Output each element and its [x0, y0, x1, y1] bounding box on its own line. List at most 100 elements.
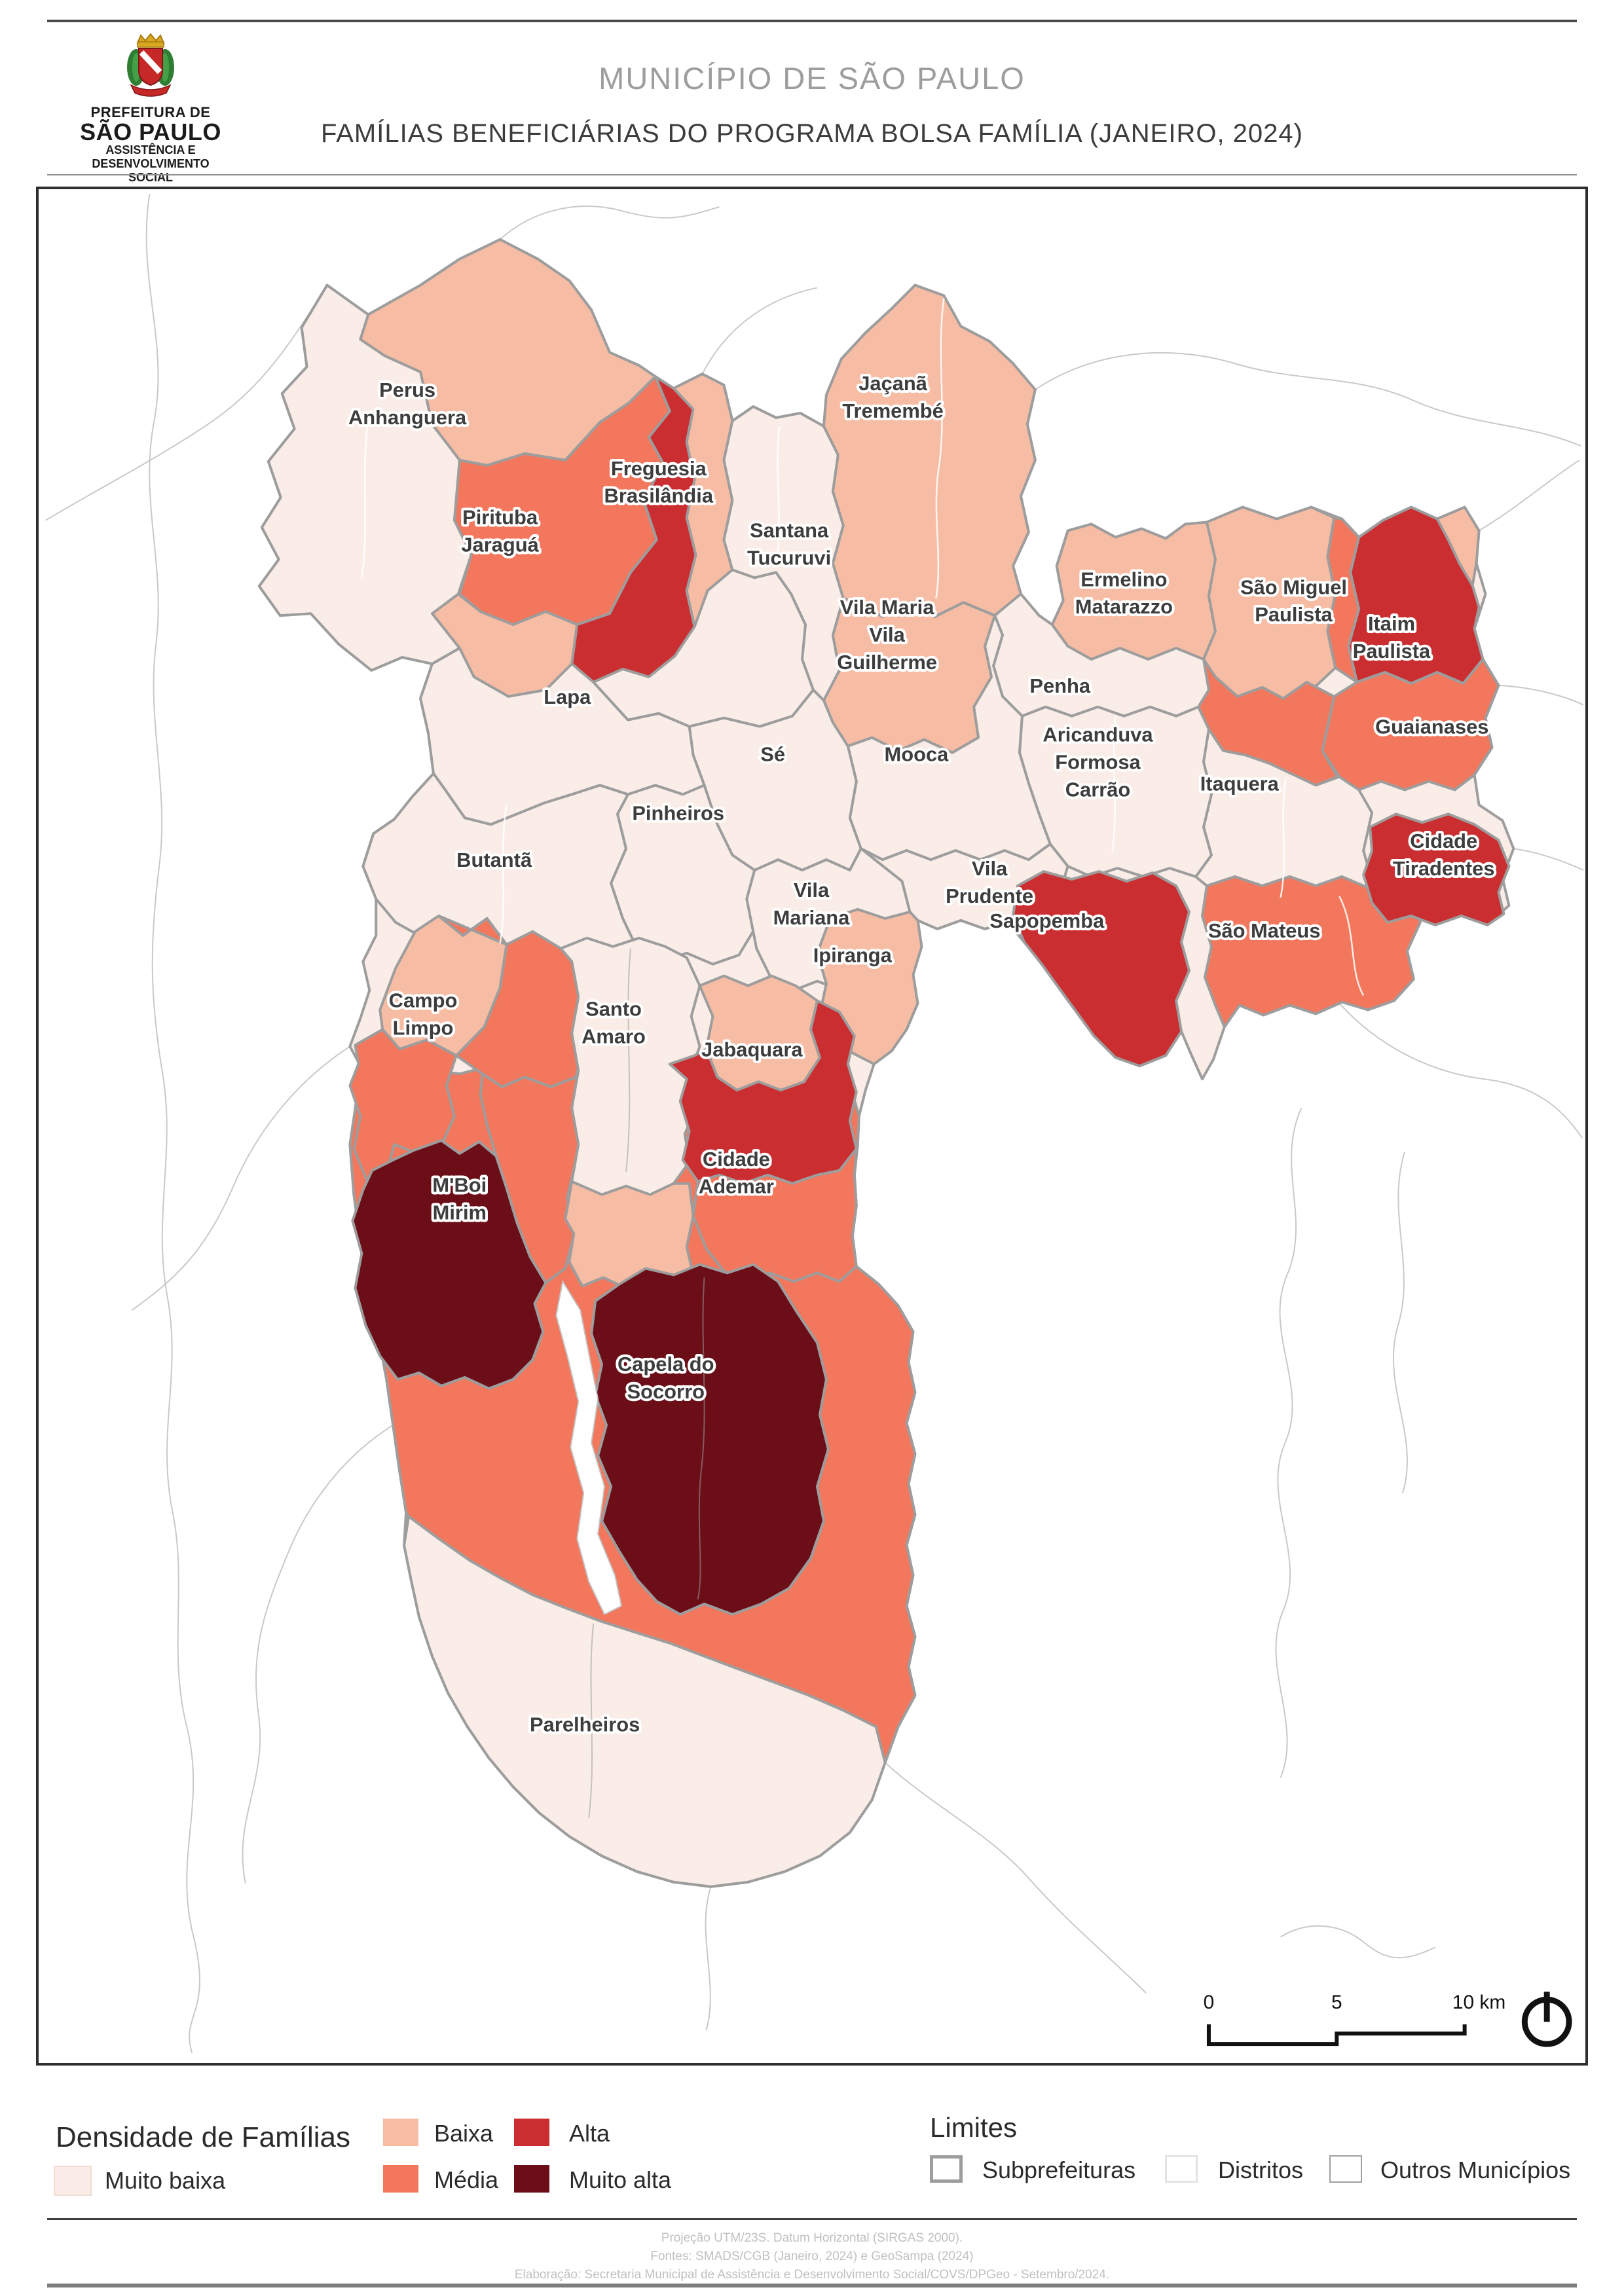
label-freguesia-2: Brasilândia: [604, 484, 714, 507]
scale-bar: 0 5 10 km: [1204, 1992, 1505, 2047]
label-capela: Capela do: [618, 1353, 714, 1376]
label-penha: Penha: [1029, 674, 1090, 697]
swatch-muito-alta-label: Muito alta: [569, 2166, 672, 2193]
map-canvas: Perus Anhanguera Pirituba Jaraguá Fregue…: [36, 187, 1588, 2066]
logo-line-5: SOCIAL: [128, 171, 173, 184]
swatch-muito-baixa: [54, 2166, 92, 2196]
region-sapopemba: [1011, 870, 1191, 1068]
label-mboi: M'Boi: [432, 1174, 487, 1197]
region-sao-mateus: [1200, 875, 1422, 1029]
limits-outros-label: Outros Municípios: [1380, 2157, 1571, 2183]
region-cidade-tiradentes: [1362, 812, 1511, 926]
label-aricanduva-2: Formosa: [1055, 751, 1141, 774]
label-capela-2: Socorro: [627, 1380, 705, 1403]
label-mboi-2: Mirim: [433, 1201, 487, 1224]
label-santana-2: Tucuruvi: [747, 546, 831, 569]
label-ademar-2: Ademar: [699, 1175, 774, 1198]
label-sao-miguel: São Miguel: [1240, 575, 1347, 598]
label-santo-amaro-2: Amaro: [581, 1025, 646, 1048]
swatch-muito-alta: [514, 2165, 549, 2193]
label-campo-limpo-2: Limpo: [393, 1016, 454, 1039]
other-municipalities-boundaries: [45, 193, 1584, 2054]
scale-five: 5: [1331, 1992, 1342, 2013]
region-labels: Perus Anhanguera Pirituba Jaraguá Fregue…: [346, 369, 1498, 1738]
region-vila-maria-guilherme: [822, 597, 997, 754]
label-sapopemba: Sapopemba: [989, 909, 1105, 932]
swatch-muito-baixa-label: Muito baixa: [105, 2167, 226, 2194]
label-aricanduva-3: Carrão: [1065, 778, 1131, 801]
label-mooca: Mooca: [885, 743, 950, 766]
region-parelheiros: [403, 1515, 887, 1888]
region-socorro: [564, 1180, 695, 1290]
label-aricanduva: Aricanduva: [1043, 723, 1153, 746]
label-vila-mariana-2: Mariana: [773, 906, 851, 929]
coat-of-arms-icon: [127, 33, 174, 97]
bottom-rule: [47, 2284, 1577, 2287]
label-vila-maria-3: Guilherme: [837, 651, 937, 674]
logo-line-4: DESENVOLVIMENTO: [92, 157, 210, 170]
label-jabaquara: Jabaquara: [701, 1038, 803, 1061]
label-sao-mateus: São Mateus: [1208, 919, 1321, 942]
choropleth-map: Perus Anhanguera Pirituba Jaraguá Fregue…: [45, 193, 1584, 2054]
limits-legend-title: Limites: [930, 2112, 1018, 2143]
label-perus: Perus: [379, 378, 435, 401]
swatch-alta-label: Alta: [569, 2120, 610, 2147]
label-ermelino-2: Matarazzo: [1075, 595, 1173, 618]
label-tiradentes: Cidade: [1410, 829, 1477, 852]
region-jacana-tremembe: [822, 283, 1037, 619]
label-ermelino: Ermelino: [1080, 568, 1167, 591]
label-vila-prudente-2: Prudente: [946, 884, 1033, 907]
region-jabaquara: [698, 974, 821, 1092]
swatch-alta: [514, 2119, 549, 2146]
label-jacana-2: Tremembé: [842, 399, 943, 422]
swatch-media-label: Média: [434, 2166, 499, 2193]
footer-line-1: Projeção UTM/23S. Datum Horizontal (SIRG…: [661, 2231, 963, 2245]
prefeitura-logo: PREFEITURA DE SÃO PAULO ASSISTÊNCIA E DE…: [79, 31, 223, 185]
label-itaim-2: Paulista: [1353, 640, 1431, 663]
header-rule: [47, 174, 1577, 175]
label-ipiranga: Ipiranga: [813, 944, 893, 967]
label-parelheiros: Parelheiros: [530, 1713, 640, 1736]
label-guaianases: Guaianases: [1375, 716, 1488, 738]
region-mboi-mirim: [351, 1139, 547, 1390]
label-lapa: Lapa: [544, 685, 591, 708]
top-rule: [47, 20, 1577, 22]
limits-subprefeituras-label: Subprefeituras: [982, 2157, 1136, 2183]
label-santana: Santana: [750, 519, 829, 542]
region-santo-amaro: [559, 936, 701, 1196]
label-vila-maria-2: Vila: [869, 623, 905, 646]
label-pirituba: Pirituba: [462, 506, 538, 529]
swatch-media: [383, 2165, 418, 2193]
logo-line-3: ASSISTÊNCIA E: [105, 143, 196, 156]
swatch-baixa-label: Baixa: [434, 2120, 494, 2147]
pre-footer-rule: [47, 2218, 1577, 2220]
label-perus-2: Anhanguera: [348, 406, 467, 429]
label-butanta: Butantã: [456, 848, 532, 871]
page-title: MUNICÍPIO DE SÃO PAULO: [599, 61, 1025, 96]
footer-line-3: Elaboração: Secretaria Municipal de Assi…: [514, 2268, 1110, 2282]
label-sao-miguel-2: Paulista: [1255, 603, 1333, 626]
guarapiranga-reservoir: [555, 1279, 623, 1616]
label-pinheiros: Pinheiros: [632, 801, 724, 824]
label-pirituba-2: Jaraguá: [461, 533, 539, 556]
logo-line-1: PREFEITURA DE: [90, 104, 211, 120]
footer-line-2: Fontes: SMADS/CGB (Janeiro, 2024) e GeoS…: [650, 2250, 974, 2263]
region-itaim-ne-tip: [1435, 505, 1481, 587]
limits-distritos-label: Distritos: [1218, 2157, 1304, 2183]
label-santo-amaro: Santo: [585, 997, 642, 1020]
region-capela-do-socorro: [590, 1263, 830, 1616]
limits-subprefeituras-box: [930, 2155, 963, 2183]
density-legend-title: Densidade de Famílias: [56, 2121, 351, 2153]
scale-zero: 0: [1204, 1992, 1215, 2013]
region-cidade-ademar-n: [668, 999, 858, 1185]
swatch-baixa: [383, 2119, 418, 2146]
label-freguesia: Freguesia: [611, 457, 707, 480]
district-boundaries: [361, 298, 1365, 1819]
label-vila-maria: Vila Maria: [840, 596, 934, 619]
label-vila-mariana: Vila: [794, 879, 830, 902]
label-jacana: Jaçanã: [858, 372, 928, 395]
limits-outros-box: [1329, 2155, 1362, 2183]
label-campo-limpo: Campo: [389, 989, 458, 1011]
limits-distritos-box: [1165, 2155, 1198, 2183]
label-ademar: Cidade: [703, 1148, 770, 1171]
